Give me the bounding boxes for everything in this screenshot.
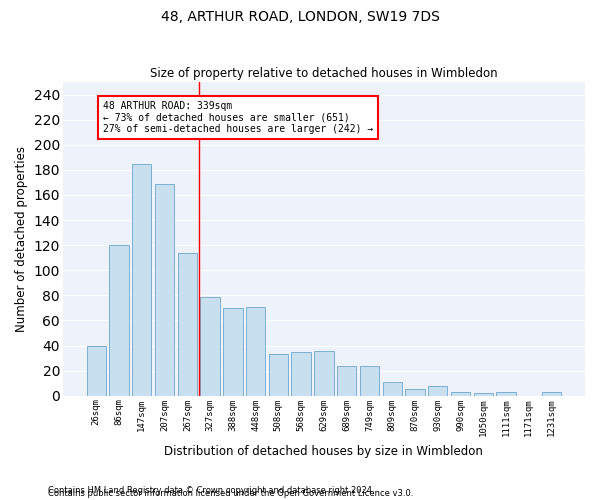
Bar	[496, 392, 516, 396]
Bar	[337, 366, 356, 396]
Y-axis label: Number of detached properties: Number of detached properties	[15, 146, 28, 332]
Bar	[360, 366, 379, 396]
Bar	[292, 352, 311, 396]
Bar	[314, 350, 334, 396]
Bar	[86, 346, 106, 396]
Bar	[246, 306, 265, 396]
X-axis label: Distribution of detached houses by size in Wimbledon: Distribution of detached houses by size …	[164, 444, 484, 458]
Text: Contains public sector information licensed under the Open Government Licence v3: Contains public sector information licen…	[48, 488, 413, 498]
Bar	[383, 382, 402, 396]
Text: 48 ARTHUR ROAD: 339sqm
← 73% of detached houses are smaller (651)
27% of semi-de: 48 ARTHUR ROAD: 339sqm ← 73% of detached…	[103, 101, 373, 134]
Bar	[406, 390, 425, 396]
Bar	[178, 252, 197, 396]
Title: Size of property relative to detached houses in Wimbledon: Size of property relative to detached ho…	[150, 66, 498, 80]
Bar	[109, 245, 128, 396]
Bar	[200, 296, 220, 396]
Bar	[269, 354, 288, 396]
Bar	[473, 394, 493, 396]
Text: 48, ARTHUR ROAD, LONDON, SW19 7DS: 48, ARTHUR ROAD, LONDON, SW19 7DS	[161, 10, 439, 24]
Bar	[155, 184, 174, 396]
Bar	[451, 392, 470, 396]
Bar	[132, 164, 151, 396]
Text: Contains HM Land Registry data © Crown copyright and database right 2024.: Contains HM Land Registry data © Crown c…	[48, 486, 374, 495]
Bar	[223, 308, 242, 396]
Bar	[542, 392, 561, 396]
Bar	[428, 386, 448, 396]
